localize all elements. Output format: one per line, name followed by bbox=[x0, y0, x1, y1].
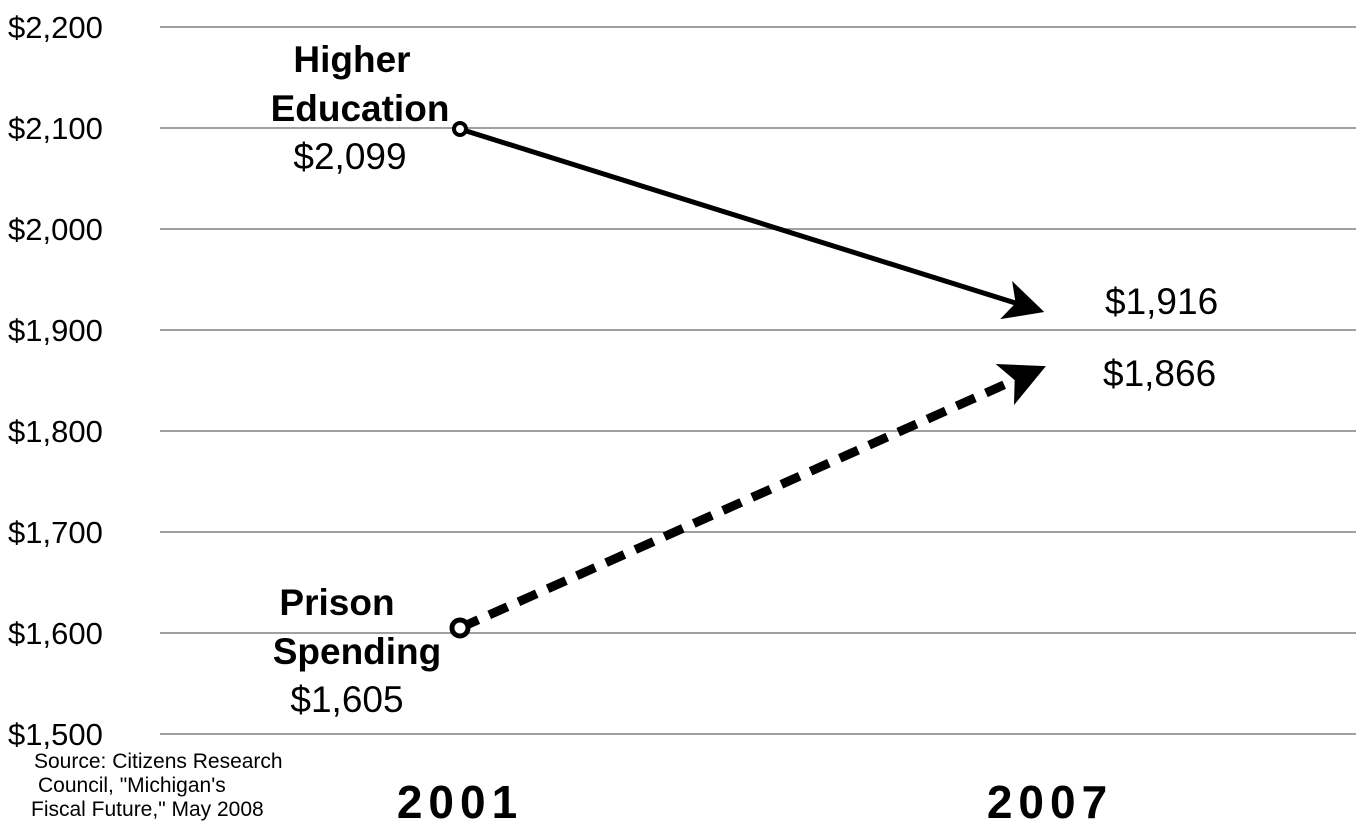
x-tick-label: 2001 bbox=[397, 776, 523, 822]
series-line bbox=[459, 126, 1045, 320]
y-tick-label: $1,800 bbox=[8, 414, 103, 449]
source-line: Source: Citizens Research bbox=[34, 750, 283, 773]
series-name-label: Higher bbox=[293, 39, 410, 80]
y-tick-label: $2,000 bbox=[8, 212, 103, 247]
x-tick-label: 2007 bbox=[987, 776, 1113, 822]
y-tick-label: $1,700 bbox=[8, 515, 103, 550]
series-name-label: Spending bbox=[273, 631, 442, 672]
y-tick-label: $1,500 bbox=[8, 717, 103, 752]
series-lines bbox=[449, 121, 1046, 639]
data-label: $1,916 bbox=[1105, 281, 1218, 322]
source-line: Council, "Michigan's bbox=[38, 774, 226, 797]
data-point bbox=[452, 121, 468, 138]
y-tick-label: $1,600 bbox=[8, 616, 103, 651]
gridlines bbox=[160, 26, 1356, 735]
data-label: $1,605 bbox=[290, 679, 403, 720]
y-tick-label: $2,200 bbox=[8, 10, 103, 45]
source-line: Fiscal Future," May 2008 bbox=[31, 798, 264, 821]
series-name-label: Prison bbox=[279, 582, 394, 623]
y-axis-ticks: $2,200 $2,100 $2,000 $1,900 $1,800 $1,700 $1,6… bbox=[8, 10, 103, 752]
y-tick-label: $1,900 bbox=[8, 313, 103, 348]
y-tick-label: $2,100 bbox=[8, 111, 103, 146]
x-axis-ticks: 2001 2007 bbox=[397, 776, 1113, 822]
data-point bbox=[449, 617, 471, 639]
series-name-label: Education bbox=[271, 88, 450, 129]
series-labels: Higher Education $2,099 $1,916 Prison Spendin… bbox=[271, 39, 1219, 720]
data-label: $2,099 bbox=[293, 136, 406, 177]
data-label: $1,866 bbox=[1103, 353, 1216, 394]
series-line bbox=[458, 363, 1046, 633]
